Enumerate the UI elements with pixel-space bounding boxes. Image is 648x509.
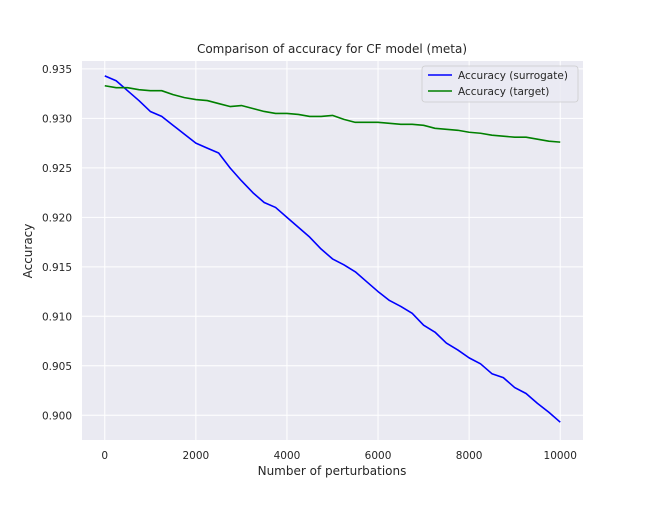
series-line-surrogate xyxy=(104,75,561,423)
y-tick-label: 0.915 xyxy=(42,262,72,274)
plot-background xyxy=(82,61,583,440)
x-tick-label: 10000 xyxy=(544,450,577,462)
y-tick-label: 0.920 xyxy=(42,212,72,224)
legend: Accuracy (surrogate) Accuracy (target) xyxy=(421,65,579,103)
y-tick-label: 0.925 xyxy=(42,163,72,175)
x-tick-label: 2000 xyxy=(182,450,209,462)
x-tick-label: 0 xyxy=(101,450,108,462)
y-tick-label: 0.935 xyxy=(42,64,72,76)
tick-layer: 0 2000 4000 6000 8000 10000 0.900 0.905 0.910 0.9… xyxy=(42,64,577,462)
y-axis-label: Accuracy xyxy=(21,224,35,279)
series-layer xyxy=(104,75,561,423)
legend-label: Accuracy (target) xyxy=(458,86,549,98)
legend-label: Accuracy (surrogate) xyxy=(458,70,568,82)
x-tick-label: 8000 xyxy=(456,450,483,462)
y-tick-label: 0.905 xyxy=(42,361,72,373)
series-line-target xyxy=(104,84,561,143)
chart-title: Comparison of accuracy for CF model (met… xyxy=(197,42,467,56)
legend-box xyxy=(421,65,579,103)
y-tick-label: 0.900 xyxy=(42,410,72,422)
x-axis-label: Number of perturbations xyxy=(258,464,407,478)
x-tick-label: 4000 xyxy=(274,450,301,462)
y-tick-label: 0.910 xyxy=(42,311,72,323)
x-tick-label: 6000 xyxy=(365,450,392,462)
y-tick-label: 0.930 xyxy=(42,113,72,125)
